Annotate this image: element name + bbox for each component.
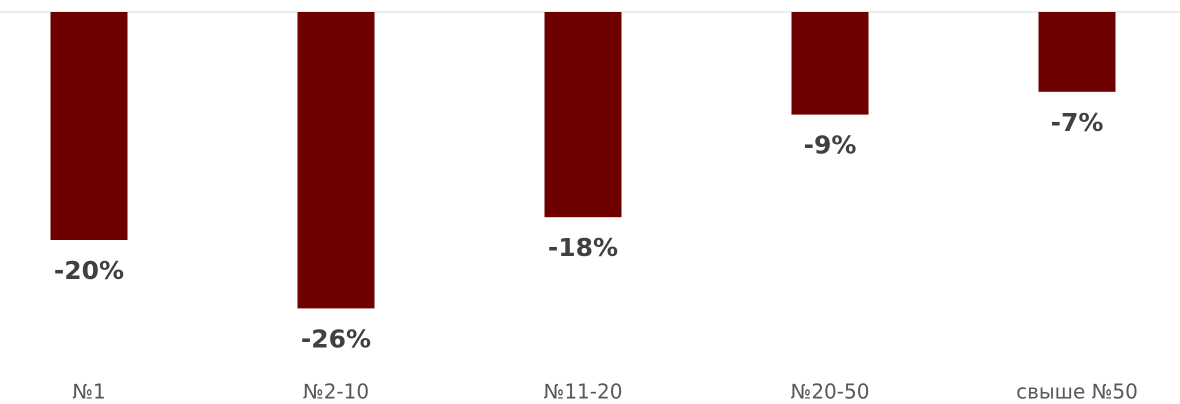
value-label: -20% <box>54 256 124 285</box>
value-label: -18% <box>548 233 618 262</box>
value-label: -26% <box>301 324 371 353</box>
value-label: -7% <box>1051 108 1104 137</box>
bar <box>50 12 128 240</box>
value-label: -9% <box>804 131 857 160</box>
x-tick-label: №1 <box>72 380 106 404</box>
x-tick-label: №11-20 <box>544 380 623 404</box>
bar <box>1038 12 1116 92</box>
bar <box>791 12 869 115</box>
x-tick-label: свыше №50 <box>1016 380 1138 404</box>
x-tick-label: №2-10 <box>303 380 369 404</box>
x-tick-label: №20-50 <box>791 380 870 404</box>
bar <box>297 12 375 309</box>
bar <box>544 12 622 218</box>
